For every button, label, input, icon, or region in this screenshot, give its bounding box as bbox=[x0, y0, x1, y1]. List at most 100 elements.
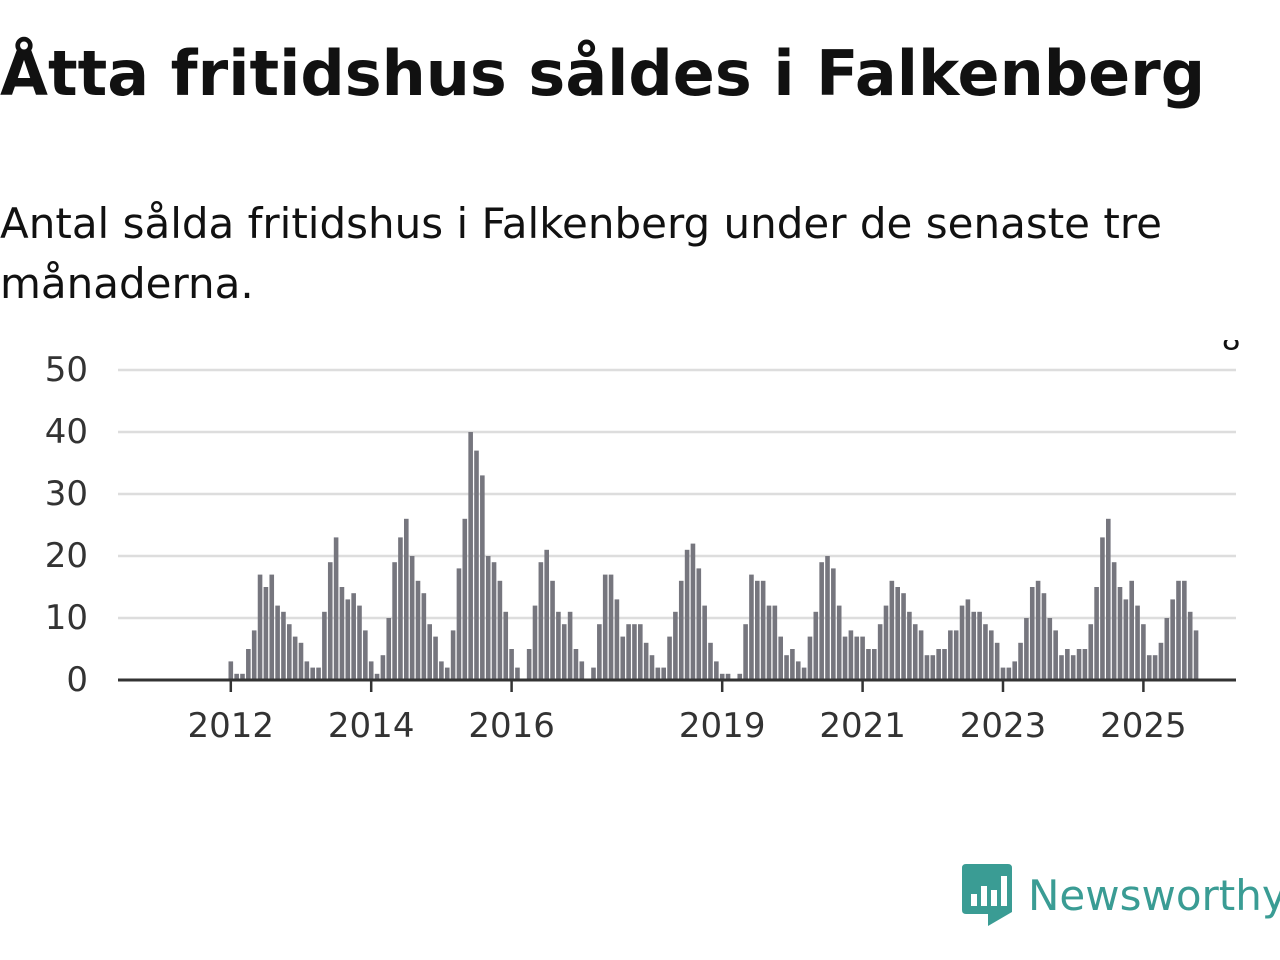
bar bbox=[1012, 661, 1017, 680]
bar bbox=[971, 611, 977, 680]
bar bbox=[228, 661, 234, 680]
bar bbox=[649, 655, 655, 680]
bar bbox=[532, 605, 538, 680]
bar bbox=[766, 605, 772, 680]
bar bbox=[1000, 667, 1006, 680]
bar bbox=[854, 636, 860, 680]
bar bbox=[1135, 605, 1140, 680]
bar bbox=[760, 580, 766, 680]
bar bbox=[415, 580, 421, 680]
bar bbox=[1082, 649, 1088, 680]
bar bbox=[474, 450, 479, 680]
bar bbox=[684, 549, 690, 680]
bar bbox=[989, 630, 994, 680]
bar bbox=[556, 611, 561, 680]
bar bbox=[714, 661, 719, 680]
bar bbox=[860, 636, 865, 680]
bar bbox=[842, 636, 848, 680]
bar bbox=[702, 605, 707, 680]
bar bbox=[1152, 655, 1158, 680]
bar bbox=[790, 649, 795, 680]
bar bbox=[1158, 642, 1164, 680]
bar bbox=[819, 562, 824, 680]
bar bbox=[912, 624, 918, 680]
bar bbox=[421, 593, 427, 680]
bar bbox=[538, 562, 544, 680]
bar bbox=[263, 587, 269, 680]
bar bbox=[310, 667, 315, 680]
x-tick-label: 2021 bbox=[819, 706, 906, 746]
chart-title: Åtta fritidshus såldes i Falkenberg bbox=[0, 37, 1206, 110]
bar bbox=[234, 673, 239, 680]
bar bbox=[737, 673, 743, 680]
bar bbox=[784, 655, 789, 680]
bar bbox=[895, 587, 900, 680]
bar bbox=[433, 636, 438, 680]
bar bbox=[936, 649, 941, 680]
y-tick-label: 40 bbox=[45, 412, 88, 452]
bar bbox=[1006, 667, 1012, 680]
bar bbox=[965, 599, 971, 680]
bar bbox=[404, 518, 409, 680]
bar bbox=[456, 568, 462, 680]
bar bbox=[1070, 655, 1076, 680]
bar bbox=[380, 655, 386, 680]
bar bbox=[1141, 624, 1146, 680]
bar bbox=[994, 642, 1000, 680]
bar bbox=[322, 611, 327, 680]
bar bbox=[251, 630, 257, 680]
bar bbox=[755, 580, 760, 680]
x-tick-label: 2014 bbox=[328, 706, 415, 746]
bar bbox=[327, 562, 333, 680]
bar bbox=[567, 611, 573, 680]
bar bbox=[304, 661, 310, 680]
bar bbox=[1035, 580, 1041, 680]
bar bbox=[831, 568, 836, 680]
bar bbox=[1111, 562, 1117, 680]
bar-chart: 0 10 20 30 40 50 2012 2014 2016 2019 2021 2023 2025 8 bbox=[45, 340, 1244, 746]
bar bbox=[743, 624, 748, 680]
bar bbox=[409, 556, 415, 680]
bar bbox=[275, 605, 280, 680]
bar bbox=[468, 432, 473, 680]
bar bbox=[725, 673, 731, 680]
newsworthy-logo-icon bbox=[962, 864, 1012, 926]
bar bbox=[257, 574, 263, 680]
bar bbox=[678, 580, 684, 680]
bar bbox=[825, 556, 830, 680]
bars bbox=[228, 432, 1199, 680]
bar bbox=[959, 605, 965, 680]
bar bbox=[1164, 618, 1170, 680]
x-tick-label: 2016 bbox=[468, 706, 555, 746]
bar bbox=[287, 624, 292, 680]
bar bbox=[526, 649, 532, 680]
bar bbox=[374, 673, 380, 680]
bar bbox=[801, 667, 807, 680]
bar bbox=[462, 518, 468, 680]
bar bbox=[1024, 618, 1029, 680]
bar bbox=[1018, 642, 1023, 680]
y-tick-label: 50 bbox=[45, 350, 88, 390]
x-axis bbox=[118, 678, 1236, 692]
bar bbox=[1100, 537, 1105, 680]
bar bbox=[907, 611, 912, 680]
brand-logo: Newsworthy bbox=[962, 862, 1280, 928]
bar bbox=[778, 636, 783, 680]
bar bbox=[444, 667, 450, 680]
bar bbox=[1076, 649, 1082, 680]
bar bbox=[1170, 599, 1175, 680]
bar bbox=[509, 649, 514, 680]
bar bbox=[1187, 611, 1193, 680]
bar bbox=[1053, 630, 1058, 680]
bar bbox=[877, 624, 883, 680]
bar bbox=[298, 642, 304, 680]
bar bbox=[345, 599, 351, 680]
bar bbox=[316, 667, 321, 680]
x-tick-label: 2025 bbox=[1100, 706, 1187, 746]
bar bbox=[661, 667, 666, 680]
bar bbox=[836, 605, 842, 680]
bar bbox=[1094, 587, 1099, 680]
highlight-value-label: 8 bbox=[1222, 340, 1241, 358]
chart-subtitle: Antal sålda fritidshus i Falkenberg unde… bbox=[0, 199, 1163, 308]
bar bbox=[339, 587, 345, 680]
